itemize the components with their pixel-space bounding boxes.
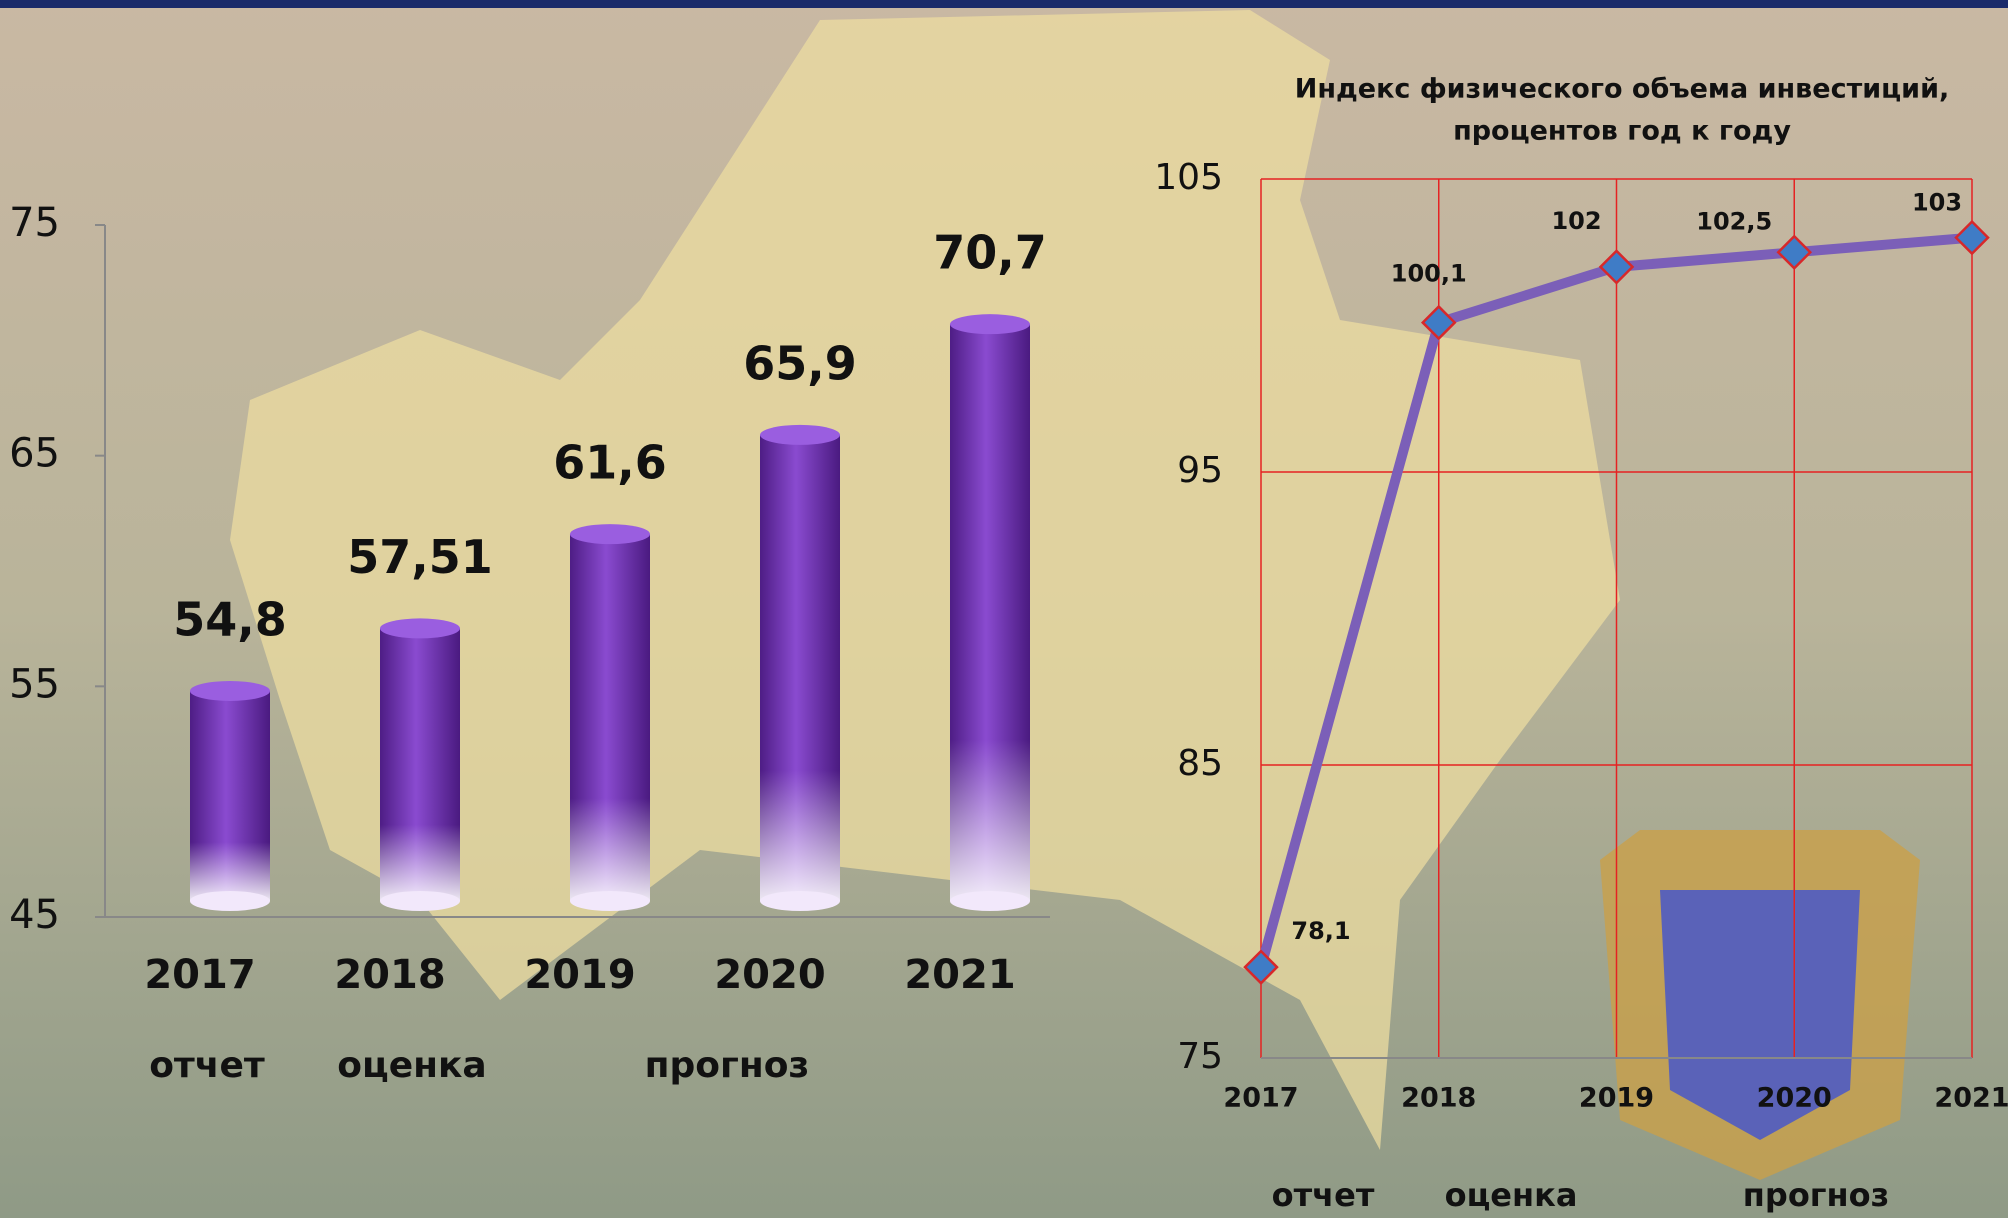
x-tick-label: 2020: [1757, 1083, 1832, 1114]
value-label: 102,5: [1696, 207, 1772, 235]
top-band: [0, 0, 2008, 8]
chart-title: Индекс физического объема инвестиций,: [1295, 74, 1950, 105]
bar-shade: [950, 324, 1030, 901]
page: 45556575201754,8201857,51201961,6202065,…: [0, 0, 2008, 1218]
x-tick-label: 2020: [714, 952, 825, 998]
y-tick-label: 45: [9, 892, 60, 938]
annotation: оценка: [337, 1045, 486, 1086]
chart: 45556575201754,8201857,51201961,6202065,…: [0, 0, 2008, 1218]
annotation: отчет: [1272, 1176, 1375, 1214]
y-tick-label: 75: [9, 200, 60, 246]
x-tick-label: 2017: [1223, 1083, 1298, 1114]
y-tick-label: 95: [1177, 450, 1223, 491]
value-label: 70,7: [933, 226, 1047, 280]
bar-shade: [380, 628, 460, 901]
y-tick-label: 75: [1177, 1036, 1223, 1077]
bar-base: [570, 891, 650, 911]
bar-base: [190, 891, 270, 911]
value-label: 61,6: [553, 436, 667, 490]
value-label: 102: [1551, 207, 1601, 235]
x-tick-label: 2021: [904, 952, 1015, 998]
x-tick-label: 2018: [1401, 1083, 1476, 1114]
bar-base: [950, 891, 1030, 911]
bar-shade: [570, 534, 650, 901]
y-tick-label: 55: [9, 661, 60, 707]
bar-shade: [190, 691, 270, 901]
annotation: прогноз: [1743, 1176, 1889, 1214]
x-tick-label: 2019: [524, 952, 635, 998]
annotation: отчет: [149, 1045, 265, 1086]
bar-top: [760, 425, 840, 445]
x-tick-label: 2018: [334, 952, 445, 998]
bar-shade: [760, 435, 840, 901]
x-tick-label: 2021: [1934, 1083, 2008, 1114]
bar-base: [380, 891, 460, 911]
value-label: 65,9: [743, 336, 857, 390]
x-tick-label: 2017: [144, 952, 255, 998]
bar-top: [570, 524, 650, 544]
value-label: 78,1: [1291, 917, 1350, 945]
bar-top: [190, 681, 270, 701]
value-label: 100,1: [1391, 260, 1467, 288]
value-label: 54,8: [173, 592, 287, 646]
annotation: оценка: [1445, 1176, 1578, 1214]
annotation: прогноз: [645, 1045, 810, 1086]
chart-title: процентов год к году: [1453, 116, 1791, 147]
y-tick-label: 105: [1154, 157, 1223, 198]
y-tick-label: 85: [1177, 743, 1223, 784]
bar-top: [950, 314, 1030, 334]
bar-base: [760, 891, 840, 911]
bar-top: [380, 618, 460, 638]
y-tick-label: 65: [9, 431, 60, 477]
value-label: 57,51: [347, 530, 493, 584]
value-label: 103: [1912, 189, 1962, 217]
x-tick-label: 2019: [1579, 1083, 1654, 1114]
